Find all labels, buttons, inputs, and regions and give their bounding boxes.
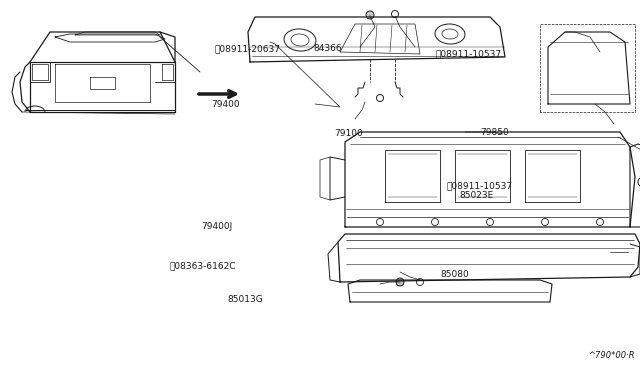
Text: Ⓢ08363-6162C: Ⓢ08363-6162C — [170, 262, 236, 270]
Text: ⓝ08911-20637: ⓝ08911-20637 — [214, 44, 280, 53]
Text: ⓝ08911-10537: ⓝ08911-10537 — [447, 182, 513, 190]
Text: 79850: 79850 — [480, 128, 509, 137]
Text: 85013G: 85013G — [227, 295, 263, 304]
Text: 79400J: 79400J — [202, 222, 233, 231]
Circle shape — [396, 278, 404, 286]
Text: 85023E: 85023E — [460, 191, 494, 200]
Text: 79400: 79400 — [211, 100, 240, 109]
Circle shape — [366, 11, 374, 19]
Text: 79100: 79100 — [334, 129, 363, 138]
Text: ^790*00·R: ^790*00·R — [588, 351, 635, 360]
Text: ⓝ08911-10537: ⓝ08911-10537 — [435, 49, 501, 58]
Text: 84366: 84366 — [314, 44, 342, 53]
Text: 85080: 85080 — [440, 270, 469, 279]
